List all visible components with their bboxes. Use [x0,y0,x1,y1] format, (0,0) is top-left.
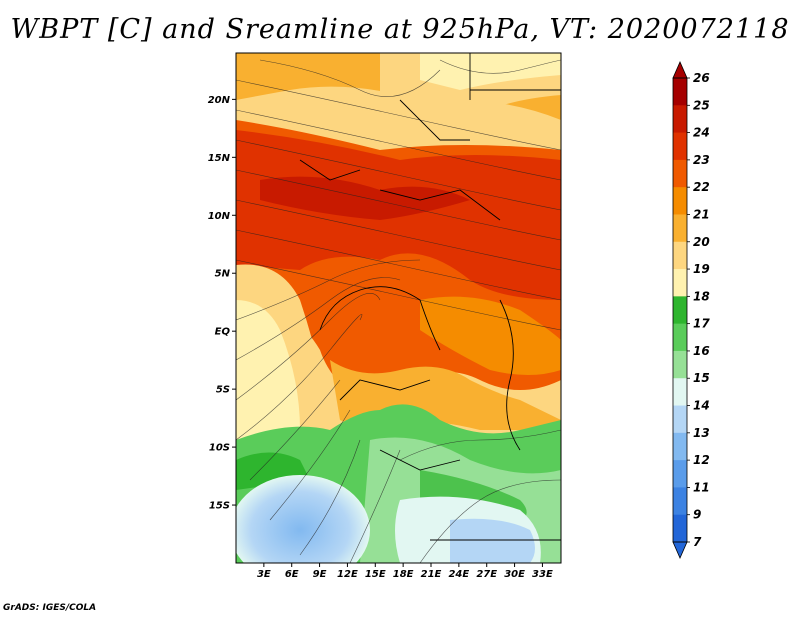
colorbar-segment [673,214,687,243]
map-frame [235,52,562,564]
colorbar-label: 12 [693,453,710,467]
lon-tick-label: 27E [476,569,497,580]
lon-tick-label: 30E [504,569,525,580]
longitude-axis: 3E 6E 9E 12E 15E 18E 21E 24E 27E 30E 33E [257,563,553,580]
colorbar-label: 20 [693,235,710,249]
colorbar-segment [673,405,687,434]
colorbar-segment [673,350,687,379]
colorbar-segment [673,269,687,297]
lon-tick-label: 12E [337,569,358,580]
colorbar-label: 13 [693,426,710,440]
colorbar-label: 9 [693,508,701,522]
streamlines [236,59,561,563]
colorbar-label: 21 [693,207,710,221]
lat-tick-label: 15N [208,153,231,164]
colorbar-segment [673,105,687,134]
colorbar-label: 17 [693,317,710,331]
colorbar-segment [673,487,687,516]
colorbar-label: 25 [693,98,710,112]
lat-tick-label: EQ [215,327,231,338]
colorbar-segment [673,78,687,106]
colorbar-segment [673,159,687,188]
temperature-field [236,53,561,563]
chart-title: WBPT [C] and Sreamline at 925hPa, VT: 20… [10,14,790,45]
colorbar-label: 16 [693,344,710,358]
lat-tick-label: 20N [208,95,231,106]
lon-tick-label: 33E [532,569,553,580]
colorbar-segment [673,187,687,215]
lat-tick-label: 15S [209,501,230,512]
country-borders [299,53,561,541]
lon-tick-label: 21E [421,569,442,580]
lon-tick-label: 9E [313,569,327,580]
colorbar-label: 18 [693,289,710,303]
lon-tick-label: 15E [365,569,386,580]
colorbar-segment [673,296,687,325]
colorbar-label: 23 [693,153,710,167]
colorbar-segment [673,132,687,161]
colorbar-label: 7 [693,535,702,549]
colorbar-segment [673,378,687,407]
colorbar-bottom-arrow [672,541,688,559]
colorbar-label: 11 [693,480,710,494]
colorbar-label: 26 [693,71,710,85]
colorbar-label: 15 [693,371,710,385]
colorbar-segment [673,514,687,543]
colorbar-segment [673,432,687,461]
lon-tick-label: 3E [257,569,271,580]
colorbar-label: 24 [693,126,710,140]
colorbar: 26 25 24 23 22 21 20 19 18 17 16 15 14 13 12 11 9 7 [672,61,710,559]
colorbar-label: 19 [693,262,710,276]
footer-credit: GrADS: IGES/COLA [3,603,97,613]
lon-tick-label: 18E [393,569,414,580]
lon-tick-label: 24E [448,569,469,580]
colorbar-top-arrow [672,61,688,79]
lat-tick-label: 5N [215,269,231,280]
colorbar-segment [673,460,687,488]
lon-tick-label: 6E [285,569,299,580]
latitude-axis: 20N 15N 10N 5N EQ 5S 10S 15S [208,95,236,512]
colorbar-frame [672,77,688,543]
colorbar-segment [673,241,687,270]
colorbar-label: 14 [693,399,710,413]
lat-tick-label: 10S [209,443,230,454]
colorbar-label: 22 [693,180,710,194]
lat-tick-label: 10N [208,211,231,222]
colorbar-segment [673,323,687,352]
lat-tick-label: 5S [216,385,230,396]
